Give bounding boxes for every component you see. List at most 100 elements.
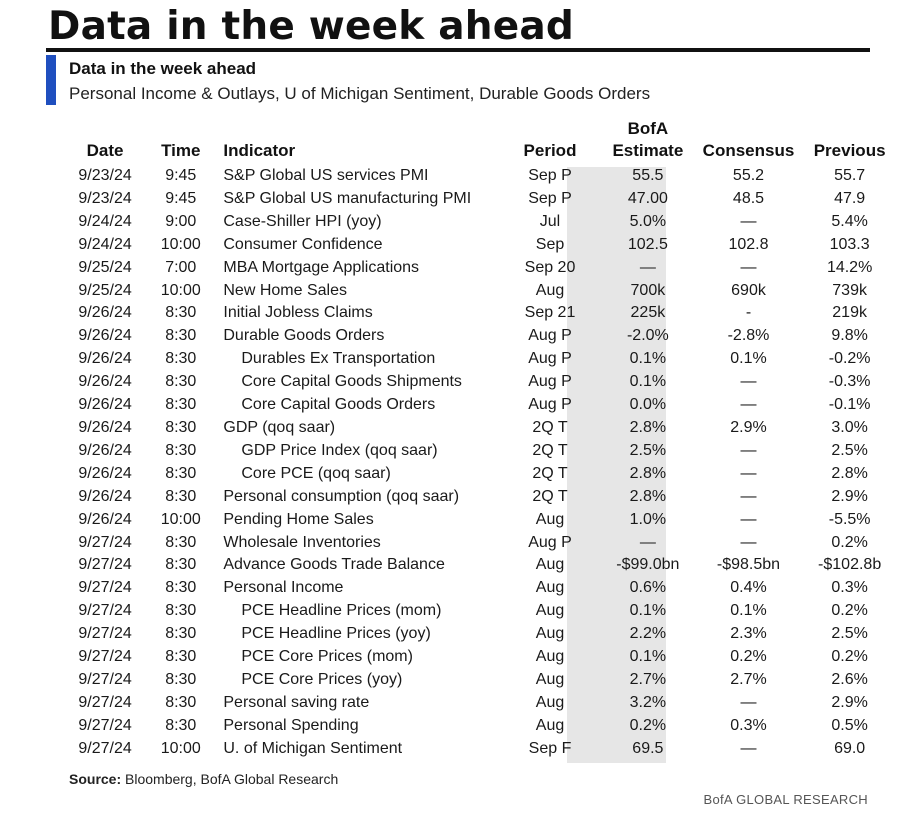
cell-period: Aug [535,602,565,620]
cell-indicator: Core Capital Goods Orders [241,396,436,414]
cell-consensus: 690k [731,281,766,299]
cell-consensus: — [740,396,757,414]
table-row: 9/27/24 8:30 Personal saving rate Aug 3.2% — 2… [58,692,900,715]
brand-footer: BofA GLOBAL RESEARCH [703,792,868,807]
table-row: 9/27/24 8:30 Personal Income Aug 0.6% 0.4% 0.3… [58,577,900,600]
cell-consensus: - [745,304,752,322]
table-row: 9/27/24 8:30 PCE Headline Prices (yoy) Aug 2… [58,623,900,646]
cell-date: 9/27/24 [78,670,132,688]
cell-consensus: 55.2 [732,167,765,184]
cell-period: Sep 21 [524,304,576,322]
cell-consensus: 2.9% [730,418,767,436]
cell-date: 9/24/24 [78,235,132,253]
cell-time: 8:30 [165,418,197,436]
cell-consensus: — [740,464,757,482]
title-divider [46,48,870,52]
cell-consensus: — [740,373,757,391]
cell-consensus: 48.5 [732,189,765,207]
cell-bofa-estimate: 2.8% [629,487,667,505]
cell-date: 9/23/24 [78,167,132,184]
cell-consensus: 0.1% [730,350,767,368]
cell-bofa-estimate: 47.00 [627,189,668,207]
cell-date: 9/26/24 [78,327,132,345]
table-row: 9/27/24 8:30 PCE Core Prices (mom) Aug 0.1% 0… [58,646,900,669]
cell-indicator: GDP (qoq saar) [223,418,336,436]
cell-bofa-estimate: 2.5% [629,441,667,459]
cell-previous: 3.0% [831,418,868,436]
cell-bofa-estimate: 0.1% [629,602,667,620]
cell-previous: -0.1% [828,396,871,414]
section-title: Data in the week ahead [69,59,257,78]
cell-period: 2Q T [532,441,568,459]
cell-previous: 0.2% [831,648,868,666]
cell-date: 9/27/24 [78,533,132,551]
cell-date: 9/24/24 [78,212,132,230]
cell-indicator: S&P Global US services PMI [223,167,429,184]
cell-bofa-estimate: 55.5 [632,167,664,184]
cell-consensus: 2.3% [730,625,767,643]
cell-time: 8:30 [165,327,197,345]
cell-bofa-estimate: — [639,533,656,551]
cell-indicator: Wholesale Inventories [223,533,381,551]
cell-period: Aug [535,281,565,299]
cell-period: Sep P [528,167,572,184]
cell-period: 2Q T [532,464,568,482]
cell-indicator: U. of Michigan Sentiment [223,739,403,757]
cell-time: 8:30 [165,350,197,368]
cell-bofa-estimate: 0.6% [629,579,667,597]
cell-consensus: 0.2% [730,648,767,666]
cell-period: Aug [535,716,565,734]
cell-bofa-estimate: 225k [630,304,666,322]
table-row: 9/26/24 8:30 Personal consumption (qoq saa… [58,486,900,509]
cell-previous: 0.2% [831,602,868,620]
cell-date: 9/26/24 [78,510,132,528]
table-row: 9/26/24 8:30 Durable Goods Orders Aug P -2.0… [58,325,900,348]
cell-period: Sep [535,235,565,253]
cell-indicator: Durable Goods Orders [223,327,385,345]
table-row: 9/25/24 10:00 New Home Sales Aug 700k 690k 739… [58,280,900,303]
table-row: 9/26/24 8:30 Core Capital Goods Shipments A… [58,371,900,394]
cell-time: 8:30 [165,373,197,391]
cell-period: Aug [535,556,565,574]
cell-date: 9/27/24 [78,579,132,597]
cell-date: 9/27/24 [78,693,132,711]
cell-date: 9/26/24 [78,487,132,505]
cell-bofa-estimate: 1.0% [629,510,667,528]
cell-consensus: — [740,739,757,757]
cell-period: Sep 20 [524,258,576,276]
cell-indicator: Personal Spending [223,716,359,734]
cell-period: Aug [535,625,565,643]
table-body: 9/23/24 9:45 S&P Global US services PMI Sep… [58,165,900,761]
cell-time: 8:30 [165,602,197,620]
table-row: 9/23/24 9:45 S&P Global US services PMI Sep… [58,165,900,188]
cell-consensus: — [740,533,757,551]
table-row: 9/24/24 9:00 Case-Shiller HPI (yoy) Jul 5.0%… [58,211,900,234]
cell-previous: 2.9% [831,693,868,711]
column-header-indicator: Indicator [223,141,296,160]
cell-period: Aug P [528,373,572,391]
cell-indicator: Durables Ex Transportation [241,350,436,368]
cell-date: 9/26/24 [78,373,132,391]
cell-period: Sep P [528,189,572,207]
table-row: 9/27/24 8:30 Advance Goods Trade Balance Au… [58,554,900,577]
cell-previous: 219k [832,304,867,322]
cell-consensus: 0.1% [730,602,767,620]
cell-date: 9/27/24 [78,716,132,734]
cell-time: 9:45 [165,189,197,207]
cell-time: 8:30 [165,716,197,734]
source-note: Source: Bloomberg, BofA Global Research [69,771,338,787]
cell-bofa-estimate: 2.8% [629,418,667,436]
table-row: 9/27/24 8:30 PCE Core Prices (yoy) Aug 2.7% 2… [58,669,900,692]
cell-bofa-estimate: -2.0% [626,327,669,345]
cell-time: 8:30 [165,556,197,574]
cell-period: Aug P [528,533,572,551]
cell-period: Aug [535,510,565,528]
table-row: 9/24/24 10:00 Consumer Confidence Sep 102.5 1… [58,234,900,257]
source-text: Bloomberg, BofA Global Research [121,771,339,787]
cell-time: 8:30 [165,487,197,505]
cell-previous: 2.8% [831,464,868,482]
cell-bofa-estimate: 0.0% [629,396,667,414]
cell-bofa-estimate: 5.0% [629,212,667,230]
cell-previous: 0.3% [831,579,868,597]
cell-period: Aug [535,670,565,688]
